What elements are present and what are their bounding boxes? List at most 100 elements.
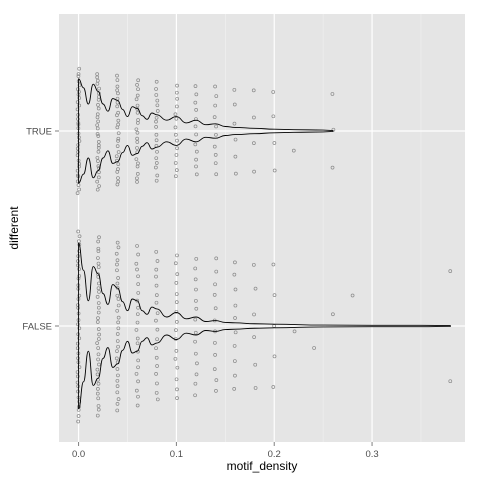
data-point [95,126,100,131]
data-point [95,367,100,372]
data-point [154,274,158,279]
data-point [96,103,100,107]
data-point [115,384,120,388]
data-point [77,239,81,244]
data-point [252,335,256,340]
data-point [154,318,158,323]
data-point [95,155,100,160]
data-point [75,153,80,158]
data-point [114,251,119,256]
data-point [95,341,99,346]
data-point [195,361,199,366]
data-point [174,116,179,121]
violin-true [78,78,334,184]
data-point [193,277,198,282]
data-point [95,320,100,324]
data-point [97,170,101,175]
data-point [97,184,101,188]
y-tick-label: TRUE [26,127,52,138]
data-point [271,90,276,94]
data-point [115,262,119,267]
data-point [194,306,199,311]
data-point [272,293,277,297]
data-point [135,172,140,176]
data-point [115,308,120,313]
data-point [77,326,82,331]
data-point [233,287,238,292]
data-point [174,300,179,304]
data-point [194,164,198,169]
data-point [154,79,159,84]
data-point [136,282,141,287]
data-point [174,377,179,382]
data-point [135,130,140,135]
data-point [272,168,277,173]
data-point [96,310,101,315]
data-point [252,141,256,145]
data-point [233,330,238,335]
data-point [252,169,256,174]
y-tick-label: FALSE [22,322,52,333]
plot-panel [59,14,465,442]
data-point [212,367,217,372]
data-point [96,387,100,391]
data-point [75,179,80,184]
data-point [272,141,277,145]
data-point [75,341,80,346]
data-point [174,319,179,324]
data-point [193,330,198,335]
data-point [174,292,179,296]
data-point [115,182,120,187]
data-point [96,404,101,408]
data-point [173,112,178,117]
data-point [234,171,238,176]
data-point [135,176,139,181]
data-point [292,329,297,334]
data-point [97,86,101,91]
data-point [115,73,119,78]
data-point [232,121,237,126]
data-point [95,115,100,120]
data-point [96,256,100,260]
violin-false [78,242,451,410]
data-point [116,131,121,136]
data-point [116,297,121,301]
data-point [233,359,237,363]
data-point [96,143,101,148]
data-point [173,261,178,266]
data-point [155,364,159,368]
data-point [214,94,219,98]
data-point [115,339,120,343]
data-point [214,256,219,261]
data-point [115,408,120,413]
data-point [213,161,218,166]
data-point [134,328,139,332]
data-point [212,144,217,149]
data-point [96,265,101,269]
data-point [174,328,178,332]
data-point [330,92,335,96]
data-point [194,108,198,112]
data-point [232,272,237,277]
data-point [194,298,198,303]
data-point [136,252,140,257]
data-point [253,286,258,291]
data-point [116,91,120,96]
data-point [135,107,140,111]
data-point [75,370,80,374]
data-point [134,127,139,132]
data-point [213,84,217,89]
data-point [115,367,120,371]
data-point [116,245,121,250]
data-point [116,303,121,308]
data-point [96,396,101,401]
data-point [136,87,140,92]
data-point [194,256,199,261]
data-point [116,136,121,141]
data-point [135,110,140,115]
data-point [134,97,139,102]
data-point [76,389,80,394]
data-point [155,149,159,154]
x-tick-label: 0.2 [268,449,281,460]
data-point [76,263,80,268]
